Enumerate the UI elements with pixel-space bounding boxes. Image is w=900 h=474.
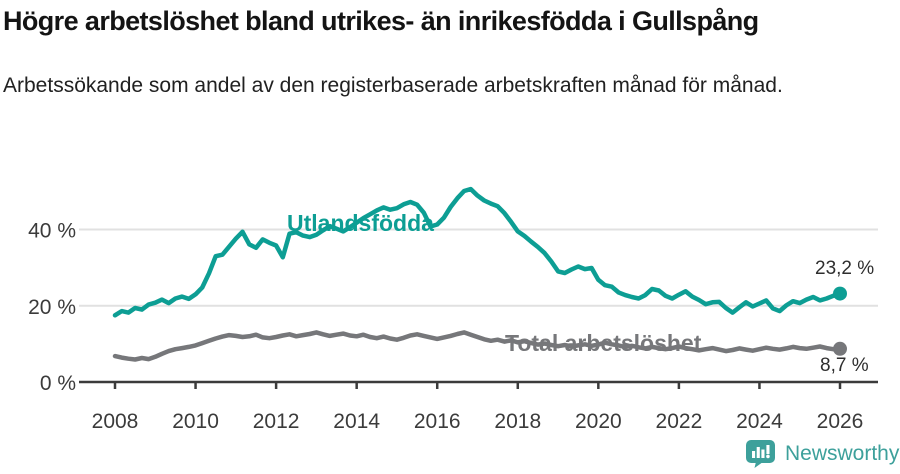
brand-name: Newsworthy (785, 442, 900, 465)
y-tick-label: 20 % (28, 296, 76, 319)
total-arbetsloshet-end-dot (833, 341, 847, 356)
x-tick-label: 2014 (333, 410, 380, 433)
x-tick-label: 2012 (253, 410, 300, 433)
series-label-total-arbetsloshet: Total arbetslöshet (505, 330, 702, 356)
x-tick-label: 2018 (494, 410, 541, 433)
end-value-label-total-arbetsloshet: 8,7 % (820, 355, 869, 376)
page-title: Högre arbetslöshet bland utrikes- än inr… (3, 6, 759, 36)
chart-subtitle: Arbetssökande som andel av den registerb… (3, 74, 783, 97)
x-tick-label: 2022 (656, 410, 703, 433)
utlandsfodda-line (112, 186, 843, 318)
newsworthy-logo: Newsworthy (746, 440, 899, 468)
bar-chart-speech-bubble-icon (746, 440, 775, 468)
x-tick-label: 2010 (172, 410, 219, 433)
x-tick-label: 2008 (92, 410, 139, 433)
utlandsfodda-end-dot (833, 286, 847, 301)
y-tick-label: 0 % (40, 372, 76, 395)
end-value-label-utlandsfodda: 23,2 % (815, 258, 875, 279)
x-tick-label: 2020 (575, 410, 622, 433)
x-tick-label: 2024 (736, 410, 783, 433)
total-arbetsloshet-line (112, 330, 843, 362)
x-tick-label: 2026 (817, 410, 864, 433)
series-label-utlandsfodda: Utlandsfödda (287, 210, 434, 236)
y-tick-label: 40 % (28, 220, 76, 243)
x-tick-label: 2016 (414, 410, 461, 433)
